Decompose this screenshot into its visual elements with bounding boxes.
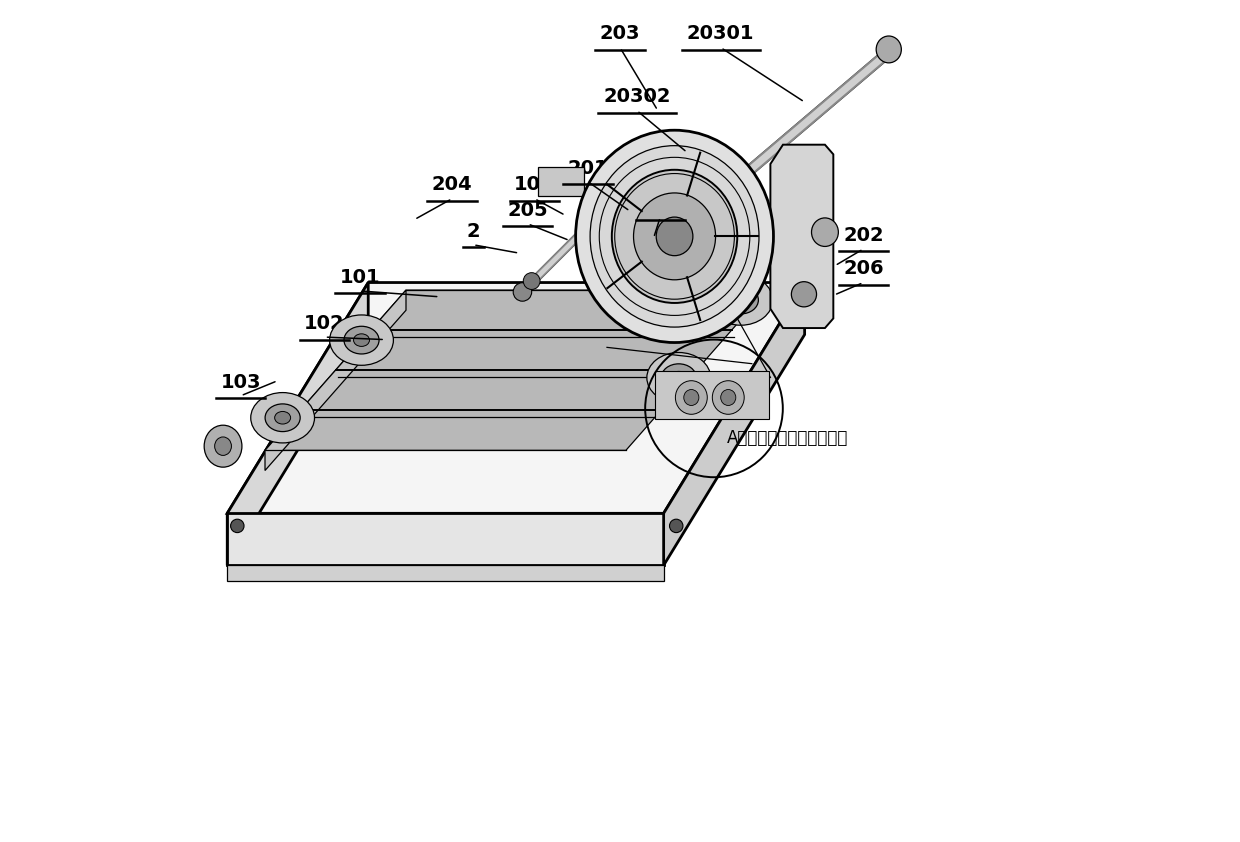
Text: 103: 103 — [221, 373, 260, 392]
Text: 101: 101 — [340, 268, 381, 287]
Ellipse shape — [712, 381, 744, 414]
Text: 20301: 20301 — [687, 24, 754, 43]
Ellipse shape — [791, 282, 817, 306]
Text: 205: 205 — [507, 200, 548, 220]
Polygon shape — [265, 290, 405, 471]
Polygon shape — [655, 370, 769, 419]
Text: 206: 206 — [843, 259, 884, 279]
Ellipse shape — [877, 36, 901, 63]
Ellipse shape — [513, 283, 532, 301]
Ellipse shape — [723, 286, 759, 314]
Ellipse shape — [661, 364, 697, 392]
Ellipse shape — [683, 390, 699, 406]
Ellipse shape — [733, 294, 749, 306]
Polygon shape — [770, 145, 833, 328]
Text: 104: 104 — [640, 194, 681, 213]
Ellipse shape — [720, 390, 735, 406]
Ellipse shape — [676, 381, 707, 414]
Ellipse shape — [611, 170, 738, 303]
Ellipse shape — [275, 412, 290, 424]
Polygon shape — [663, 283, 805, 565]
Polygon shape — [227, 565, 663, 581]
Ellipse shape — [709, 274, 773, 325]
Polygon shape — [227, 283, 805, 514]
Ellipse shape — [811, 218, 838, 247]
Ellipse shape — [647, 353, 711, 402]
Text: 203: 203 — [600, 24, 640, 43]
Ellipse shape — [215, 437, 232, 456]
Ellipse shape — [671, 371, 687, 384]
Polygon shape — [227, 283, 368, 565]
Text: 204: 204 — [432, 175, 472, 195]
Ellipse shape — [634, 193, 715, 280]
Text: 201: 201 — [568, 158, 609, 178]
Ellipse shape — [575, 131, 774, 343]
Ellipse shape — [265, 404, 300, 432]
Ellipse shape — [656, 217, 693, 256]
Text: 20302: 20302 — [603, 88, 671, 106]
Ellipse shape — [523, 273, 541, 290]
Ellipse shape — [590, 146, 759, 327]
Ellipse shape — [343, 326, 379, 354]
Ellipse shape — [330, 315, 393, 365]
Polygon shape — [265, 290, 766, 450]
Text: 202: 202 — [843, 226, 884, 245]
Polygon shape — [227, 514, 663, 565]
Ellipse shape — [353, 333, 370, 346]
Ellipse shape — [205, 425, 242, 467]
Ellipse shape — [250, 392, 315, 443]
Text: 105: 105 — [515, 175, 554, 195]
Ellipse shape — [670, 520, 683, 533]
Text: 102: 102 — [304, 314, 345, 333]
Text: A: A — [728, 386, 743, 404]
FancyBboxPatch shape — [538, 167, 584, 196]
Text: A处车轮模块的爆炸示意图: A处车轮模块的爆炸示意图 — [727, 429, 848, 447]
Ellipse shape — [231, 520, 244, 533]
Text: 2: 2 — [466, 221, 480, 241]
